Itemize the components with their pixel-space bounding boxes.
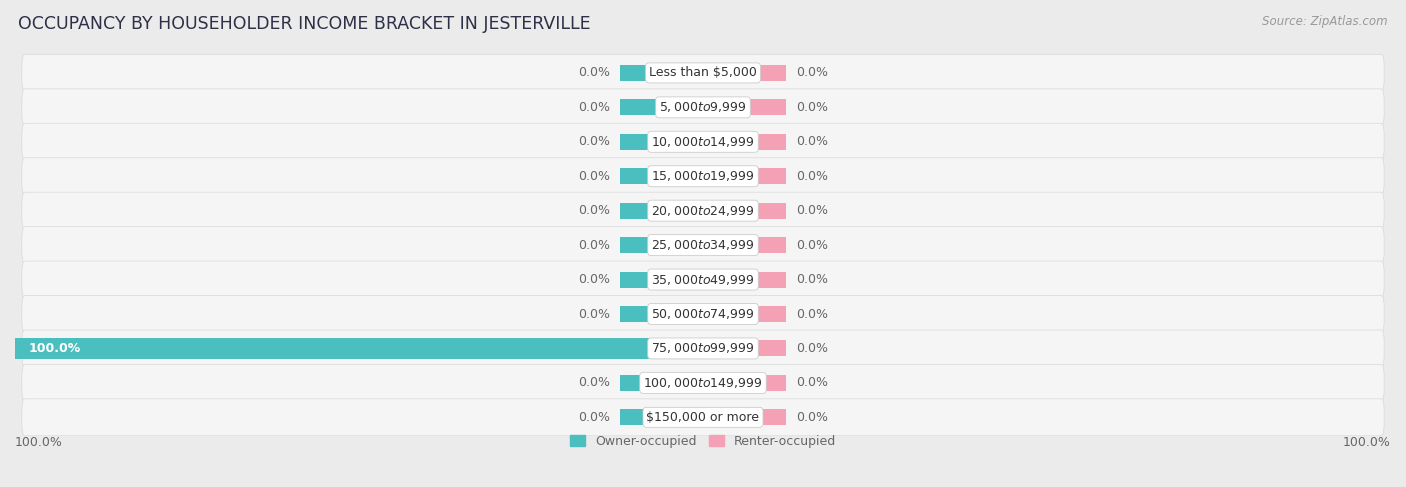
Text: 0.0%: 0.0% (796, 101, 828, 114)
Bar (703, 65, 786, 81)
Bar (703, 340, 786, 356)
Bar (620, 272, 703, 287)
Bar (703, 306, 786, 322)
Bar (703, 168, 786, 184)
Text: 0.0%: 0.0% (578, 101, 610, 114)
Bar (620, 99, 703, 115)
Text: OCCUPANCY BY HOUSEHOLDER INCOME BRACKET IN JESTERVILLE: OCCUPANCY BY HOUSEHOLDER INCOME BRACKET … (18, 15, 591, 33)
Text: $35,000 to $49,999: $35,000 to $49,999 (651, 273, 755, 286)
FancyBboxPatch shape (22, 399, 1384, 436)
Text: 0.0%: 0.0% (578, 307, 610, 320)
FancyBboxPatch shape (22, 55, 1384, 92)
Text: $75,000 to $99,999: $75,000 to $99,999 (651, 341, 755, 356)
FancyBboxPatch shape (22, 123, 1384, 160)
Text: 0.0%: 0.0% (796, 273, 828, 286)
Text: 0.0%: 0.0% (578, 376, 610, 390)
Text: $50,000 to $74,999: $50,000 to $74,999 (651, 307, 755, 321)
FancyBboxPatch shape (22, 364, 1384, 401)
Text: 0.0%: 0.0% (578, 135, 610, 148)
Text: $25,000 to $34,999: $25,000 to $34,999 (651, 238, 755, 252)
Bar (620, 134, 703, 150)
Bar (703, 272, 786, 287)
Bar (620, 306, 703, 322)
Text: 0.0%: 0.0% (578, 170, 610, 183)
Bar (703, 409, 786, 425)
Text: 0.0%: 0.0% (796, 170, 828, 183)
Text: 0.0%: 0.0% (578, 66, 610, 79)
Bar (620, 65, 703, 81)
FancyBboxPatch shape (22, 296, 1384, 333)
Text: 0.0%: 0.0% (578, 239, 610, 252)
Text: $15,000 to $19,999: $15,000 to $19,999 (651, 169, 755, 183)
Bar (620, 203, 703, 219)
Text: 100.0%: 100.0% (1343, 436, 1391, 450)
Text: 0.0%: 0.0% (796, 307, 828, 320)
Text: $150,000 or more: $150,000 or more (647, 411, 759, 424)
Bar (620, 409, 703, 425)
Bar (703, 99, 786, 115)
Bar (703, 134, 786, 150)
Text: $100,000 to $149,999: $100,000 to $149,999 (644, 376, 762, 390)
FancyBboxPatch shape (22, 330, 1384, 367)
Text: 0.0%: 0.0% (796, 411, 828, 424)
Text: $20,000 to $24,999: $20,000 to $24,999 (651, 204, 755, 218)
Legend: Owner-occupied, Renter-occupied: Owner-occupied, Renter-occupied (565, 430, 841, 453)
Text: 0.0%: 0.0% (578, 411, 610, 424)
Text: 0.0%: 0.0% (796, 135, 828, 148)
FancyBboxPatch shape (22, 158, 1384, 195)
Text: 0.0%: 0.0% (796, 376, 828, 390)
Text: $5,000 to $9,999: $5,000 to $9,999 (659, 100, 747, 114)
FancyBboxPatch shape (22, 192, 1384, 229)
Bar (703, 375, 786, 391)
Text: Source: ZipAtlas.com: Source: ZipAtlas.com (1263, 15, 1388, 28)
Text: $10,000 to $14,999: $10,000 to $14,999 (651, 135, 755, 149)
Text: 0.0%: 0.0% (796, 239, 828, 252)
Text: 100.0%: 100.0% (15, 436, 63, 450)
Bar (620, 237, 703, 253)
Text: 0.0%: 0.0% (578, 273, 610, 286)
Bar (620, 168, 703, 184)
FancyBboxPatch shape (22, 261, 1384, 298)
Bar (703, 203, 786, 219)
Text: 0.0%: 0.0% (578, 204, 610, 217)
Text: Less than $5,000: Less than $5,000 (650, 66, 756, 79)
FancyBboxPatch shape (22, 226, 1384, 263)
Text: 0.0%: 0.0% (796, 204, 828, 217)
Bar (703, 237, 786, 253)
Bar (620, 375, 703, 391)
Text: 100.0%: 100.0% (28, 342, 82, 355)
FancyBboxPatch shape (22, 89, 1384, 126)
Text: 0.0%: 0.0% (796, 342, 828, 355)
Text: 0.0%: 0.0% (796, 66, 828, 79)
Bar (15, 338, 703, 359)
